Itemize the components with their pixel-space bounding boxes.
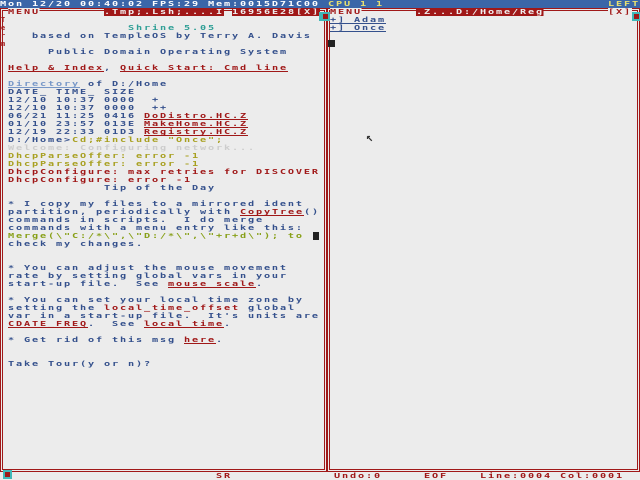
terminal-line-text: * You can set your local time zone by [8, 296, 304, 304]
terminal-line-text: * I copy my files to a mirrored ident [8, 200, 304, 208]
terminal-line-text: commands in scripts. I do merge [8, 216, 264, 224]
terminal-line-text: Merge(\"C:/*\",\"D:/*\",\"+r+d\"); to [8, 232, 304, 240]
line-col-status: Line:0004 Col:0001 [480, 472, 624, 480]
link[interactable]: mouse scale [168, 280, 256, 288]
terminal-line-text: 12/19 22:33 01D3 [8, 128, 144, 136]
link[interactable]: CopyTree [240, 208, 305, 216]
terminal-line-text: Take Tour(y or n)? [8, 360, 152, 368]
terminal-line-text: . See [88, 320, 144, 328]
terminal-line-text: check my changes. [8, 240, 144, 248]
terminal-line-text: DhcpConfigure: max retries for DISCOVER [8, 168, 320, 176]
text-cursor [328, 40, 335, 47]
terminal-line-text: DhcpParseOffer: error -1 [8, 160, 200, 168]
terminal-line-text: Welcome: Configuring network... [8, 144, 256, 152]
terminal-line-text: Cd;#include "Once"; [72, 136, 224, 144]
terminal-line-text: . [224, 320, 233, 328]
terminal-line-text: D:/Home> [8, 136, 73, 144]
terminal-line-text: Shrine 5.05 [128, 24, 216, 32]
link[interactable]: here [184, 336, 217, 344]
terminal-line-text: 12/10 10:37 0000 ++ [8, 104, 168, 112]
terminal-line-text: partition, periodically with [8, 208, 240, 216]
menu-button[interactable]: MENU [330, 8, 363, 16]
tree-item-once[interactable]: +] Once [330, 24, 386, 32]
close-button[interactable]: [X] [608, 8, 632, 16]
menu-button[interactable]: MENU [8, 8, 41, 16]
resize-handle[interactable] [632, 12, 640, 21]
tree-item-adam[interactable]: +] Adam [330, 16, 386, 24]
status-bar: Mon 12/20 00:40:02 FPS:29 Mem:0015D71C00… [0, 0, 640, 8]
text-cursor [313, 232, 319, 240]
resize-handle[interactable] [321, 12, 330, 21]
terminal-line-text: start-up file. See [8, 280, 168, 288]
terminal-line-text: * You can adjust the mouse movement [8, 264, 288, 272]
close-button[interactable]: [X] [296, 8, 320, 16]
window-title: .Z...D:/Home/Reg [416, 8, 544, 16]
cpu-indicator: CPU 1 1 [328, 0, 384, 8]
link[interactable]: Registry.HC.Z [144, 128, 248, 136]
scrollbar-handle[interactable] [3, 470, 12, 479]
terminal-line-text: DhcpConfigure: error -1 [8, 176, 192, 184]
terminal-line-text: commands with a menu entry like this: [8, 224, 304, 232]
terminal-line-text: 06/21 11:25 0416 [8, 112, 144, 120]
link[interactable]: Quick Start: Cmd line [120, 64, 288, 72]
eof-status: EOF [424, 472, 448, 480]
terminal-line-text: . [256, 280, 265, 288]
task-address: 16956E28 [232, 8, 297, 16]
link[interactable]: MakeHome.HC.Z [144, 120, 248, 128]
terminal-side-label: Term [1, 16, 6, 48]
terminal-line-text: 01/10 23:57 013E [8, 120, 144, 128]
mouse-pointer-icon: ↖ [366, 130, 374, 144]
link[interactable]: CDATE_FREQ [8, 320, 88, 328]
undo-status: Undo:0 [334, 472, 382, 480]
link[interactable]: Directory [8, 80, 80, 88]
terminal-line-text: DATE_ TIME_ SIZE [8, 88, 136, 96]
terminal-line-text: of D:/Home [80, 80, 168, 88]
terminal-line-text: Tip of the Day [104, 184, 216, 192]
terminal-line-text: setting the [8, 304, 104, 312]
terminal-line-text: var in a start-up file. It's units are [8, 312, 320, 320]
window-title: .Tmp;.Lsh;....I [104, 8, 224, 16]
terminal-line-text: global [240, 304, 296, 312]
terminal-line-text: () [304, 208, 321, 216]
link[interactable]: DoDistro.HC.Z [144, 112, 248, 120]
terminal-line-text: . [216, 336, 225, 344]
terminal-line-text: based on TempleOS by Terry A. Davis [32, 32, 312, 40]
terminal-line-text: Public Domain Operating System [48, 48, 288, 56]
link[interactable]: local time [144, 320, 224, 328]
terminal-line-text: rate by setting global vars in your [8, 272, 288, 280]
terminal-line-text: local_time_offset [104, 304, 240, 312]
layout-indicator: LEFT [608, 0, 640, 8]
editor-window[interactable] [327, 8, 640, 472]
terminal-line-text: * Get rid of this msg [8, 336, 184, 344]
bottom-label: SR [216, 472, 233, 480]
terminal-line-text: , [104, 64, 121, 72]
link[interactable]: Help & Index [8, 64, 104, 72]
status-text: Mon 12/20 00:40:02 FPS:29 Mem:0015D71C00 [0, 0, 320, 8]
terminal-line-text: DhcpParseOffer: error -1 [8, 152, 200, 160]
terminal-line-text: 12/10 10:37 0000 + [8, 96, 160, 104]
